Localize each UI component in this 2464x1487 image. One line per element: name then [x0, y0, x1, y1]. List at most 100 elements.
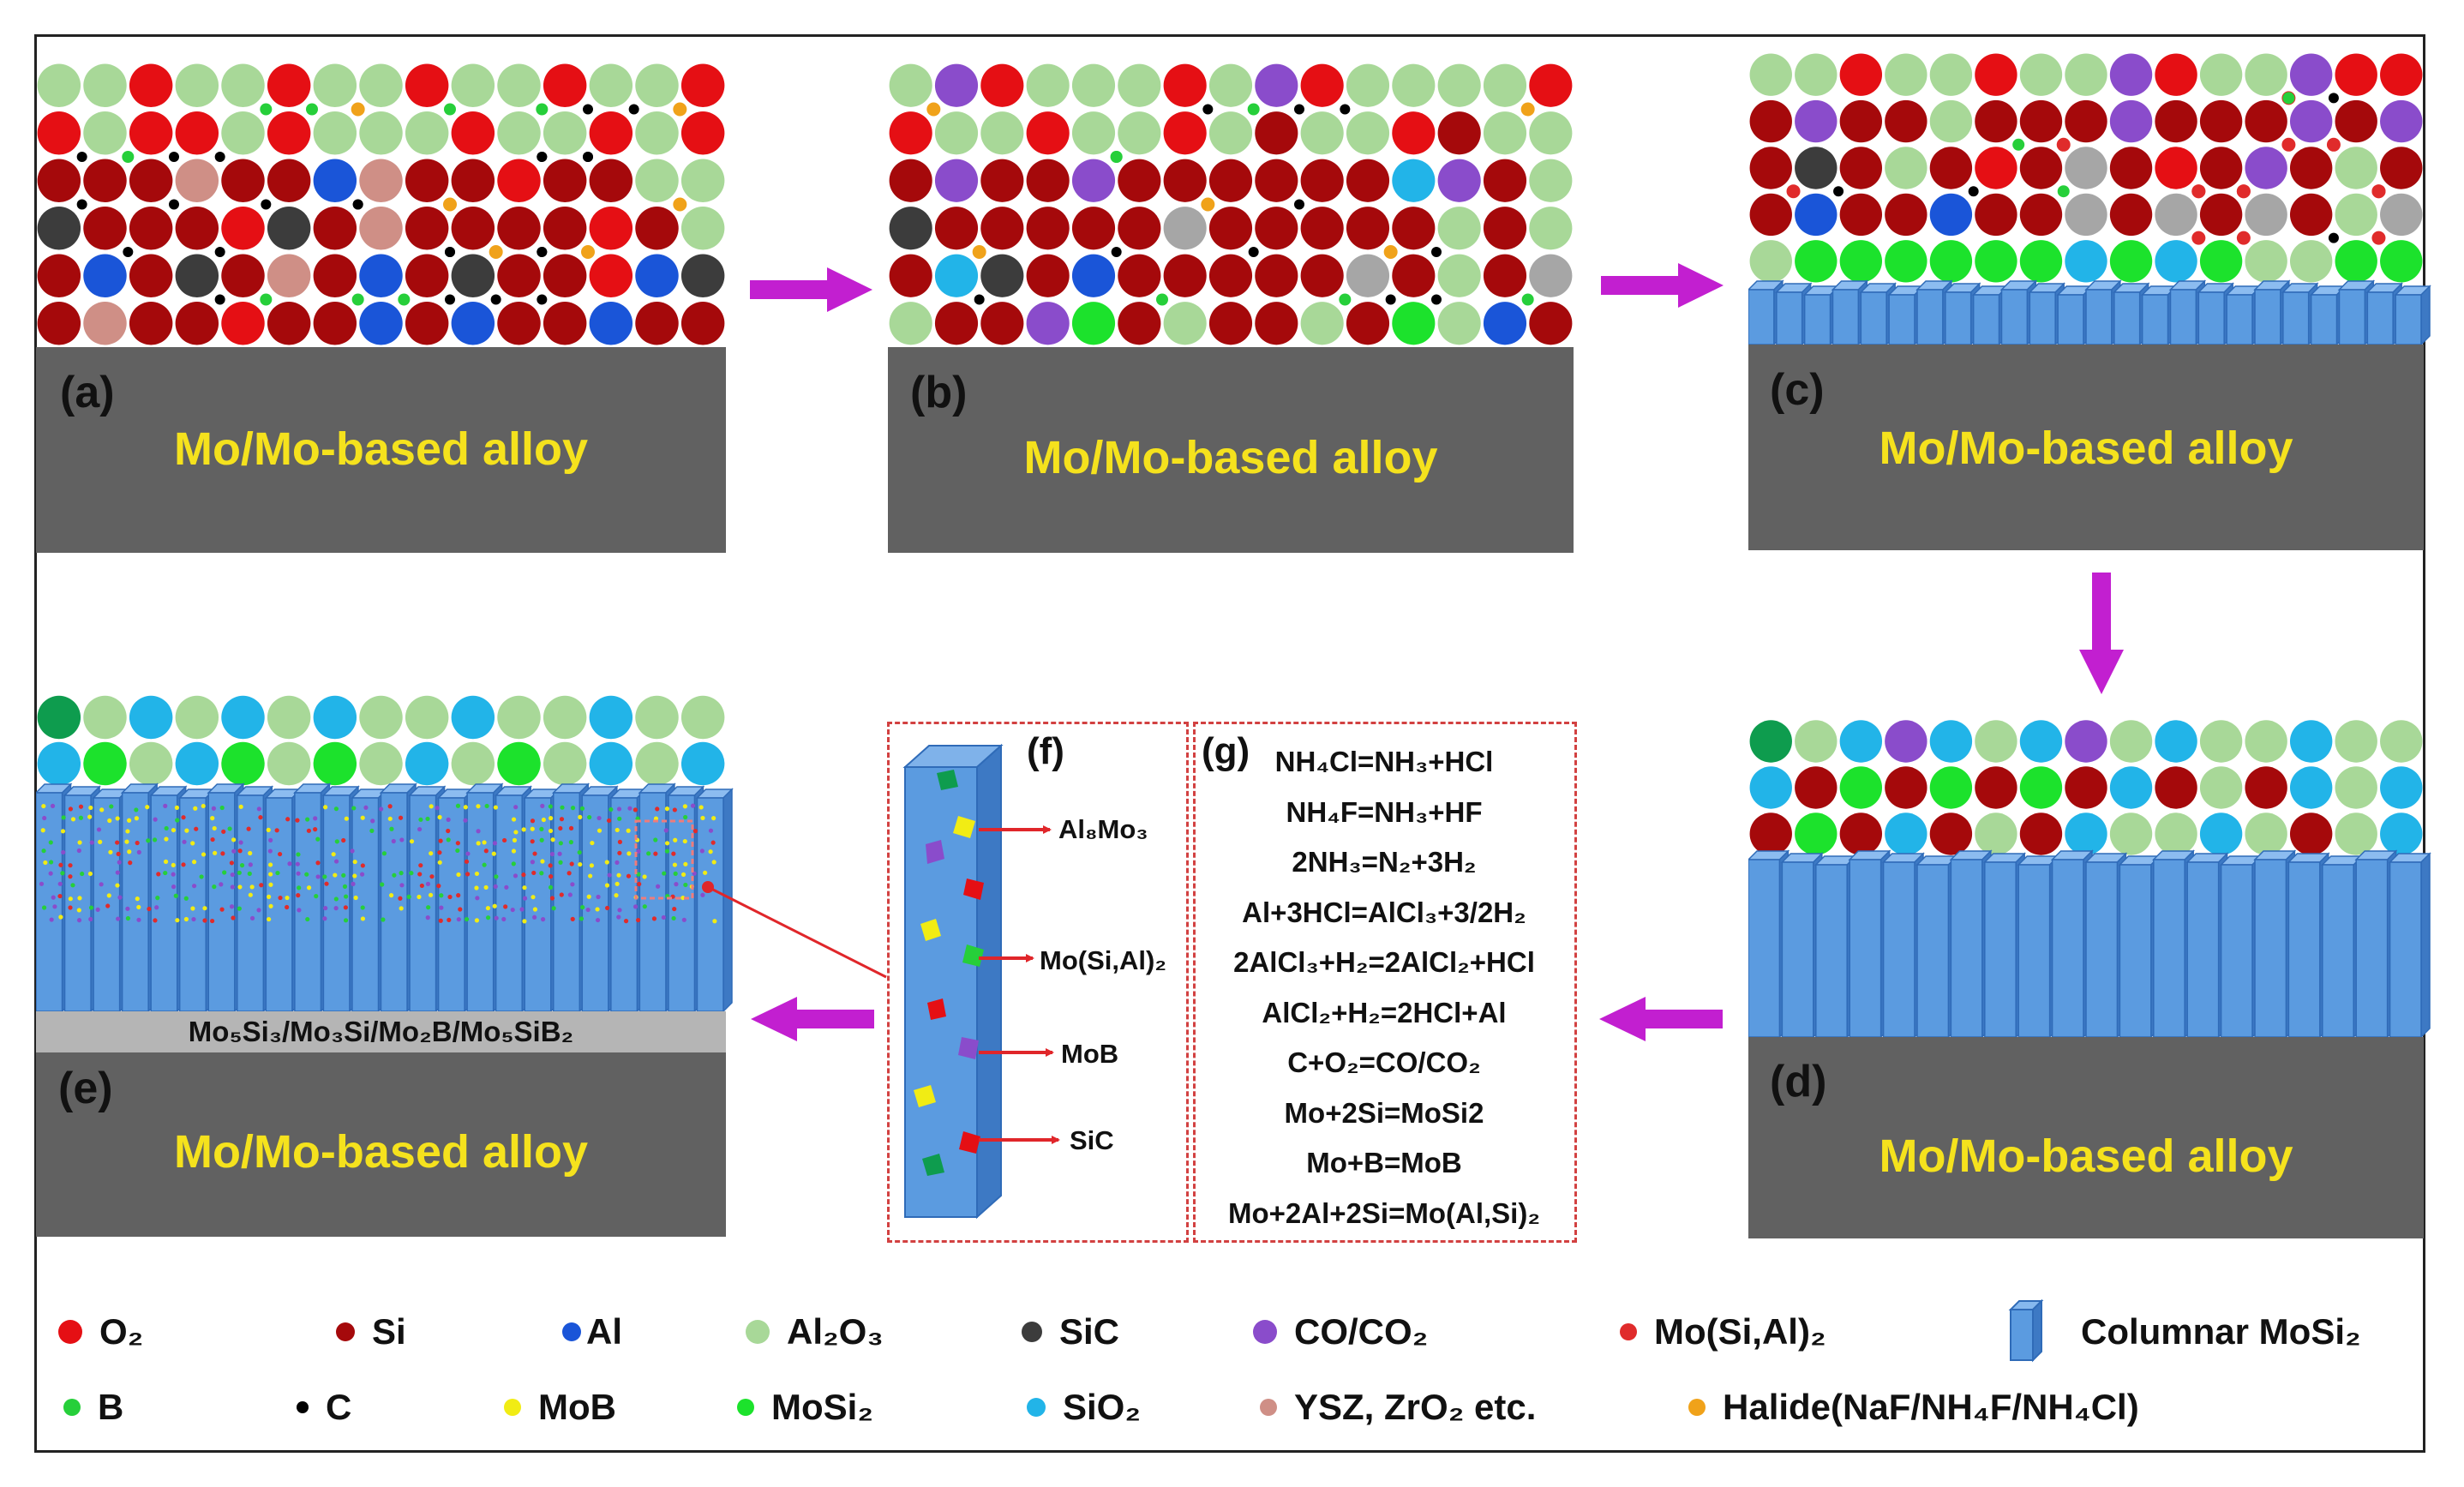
panel-d-substrate: Mo/Mo-based alloy [1748, 1037, 2424, 1238]
atom [934, 111, 979, 155]
interstitial-particle [398, 293, 411, 306]
precipitate-dot [456, 917, 461, 922]
atom [1255, 159, 1298, 202]
precipitate-dot [57, 893, 63, 899]
precipitate-dot [275, 870, 280, 876]
precipitate-dot [560, 805, 565, 810]
atom [543, 159, 587, 202]
precipitate-dot [493, 805, 498, 810]
precipitate-dot [202, 906, 207, 911]
atom [2289, 766, 2333, 809]
interstitial-particle [2057, 185, 2070, 198]
atom [2335, 193, 2377, 237]
precipitate-dot [315, 860, 321, 866]
atom [1118, 111, 1161, 155]
atom [1392, 254, 1436, 297]
precipitate-dot [548, 863, 553, 868]
precipitate-dot [267, 916, 272, 922]
precipitate-dot [692, 829, 698, 834]
atom [129, 741, 173, 786]
legend-label: MoB [538, 1387, 616, 1427]
interstitial-particle [2012, 138, 2025, 151]
atom [2109, 53, 2153, 96]
atom [1026, 111, 1070, 155]
legend-label: C [326, 1387, 352, 1427]
precipitate-dot [136, 917, 141, 922]
precipitate-dot [549, 816, 554, 821]
legend-label: B [98, 1387, 124, 1427]
atom [129, 254, 173, 297]
precipitate-dot [296, 871, 301, 876]
atom [1392, 159, 1436, 202]
precipitate-dot [323, 805, 328, 810]
al2o3-dot-icon [746, 1320, 770, 1344]
atom [543, 63, 587, 107]
atom [2380, 766, 2423, 809]
interstitial-particle [974, 294, 985, 305]
precipitate-dot [615, 860, 620, 865]
precipitate-dot [344, 816, 349, 821]
precipitate-dot [578, 814, 583, 820]
atom [1208, 63, 1253, 107]
atom [889, 111, 932, 155]
precipitate-dot [653, 851, 658, 856]
precipitate-dot [315, 836, 321, 842]
precipitate-dot [548, 828, 554, 834]
o2-dot-icon [58, 1320, 82, 1344]
precipitate-dot [231, 915, 236, 920]
precipitate-dot [656, 884, 661, 889]
equation: NH₄F=NH₃+HF [1286, 795, 1483, 828]
precipitate-dot [541, 817, 547, 823]
figure-border [34, 34, 2425, 1453]
precipitate-dot [154, 905, 159, 910]
precipitate-dot [399, 837, 405, 842]
precipitate-dot [99, 807, 105, 812]
precipitate-dot [220, 851, 225, 856]
interstitial-particle [214, 152, 225, 162]
precipitate-dot [458, 907, 463, 912]
atom [1795, 53, 1838, 96]
precipitate-dot [135, 896, 140, 902]
precipitate-dot [503, 904, 508, 909]
atom [2019, 766, 2063, 809]
interstitial-particle [536, 103, 549, 116]
atom [313, 741, 357, 786]
precipitate-dot [501, 837, 507, 843]
legend-c: C [297, 1387, 351, 1428]
mob-dot-icon [504, 1399, 521, 1416]
precipitate-dot [175, 818, 180, 823]
precipitate-dot [87, 814, 93, 819]
precipitate-dot [586, 894, 591, 899]
atom [1529, 111, 1573, 155]
interstitial-particle [76, 152, 87, 162]
precipitate-dot [513, 830, 519, 835]
precipitate-dot [578, 861, 583, 867]
precipitate-dot [623, 919, 629, 924]
precipitate-dot [70, 883, 75, 888]
substrate-label: Mo/Mo-based alloy [1879, 1130, 2293, 1182]
precipitate-dot [68, 905, 73, 910]
precipitate-dot [417, 894, 422, 900]
atom [2109, 812, 2153, 855]
atom [1795, 766, 1838, 809]
panel-b-atoms [888, 62, 1574, 347]
precipitate-dot [40, 828, 45, 833]
atom [1795, 720, 1838, 763]
precipitate-dot [295, 818, 300, 823]
atom [2065, 240, 2107, 283]
precipitate-dot [494, 874, 499, 879]
precipitate-dot [627, 806, 632, 811]
atom [1346, 302, 1390, 345]
panel-a-letter: (a) [60, 368, 115, 417]
precipitate-dot [202, 918, 207, 923]
interstitial-particle [1294, 104, 1304, 115]
precipitate-dot [606, 818, 612, 824]
atom [37, 695, 81, 740]
panel-e-substrate: Mo/Mo-based alloy [36, 1052, 726, 1237]
precipitate-dot [256, 806, 261, 812]
precipitate-dot [231, 837, 237, 842]
precipitate-dot [474, 885, 479, 890]
precipitate-dot [124, 839, 129, 844]
atom [1483, 111, 1527, 155]
